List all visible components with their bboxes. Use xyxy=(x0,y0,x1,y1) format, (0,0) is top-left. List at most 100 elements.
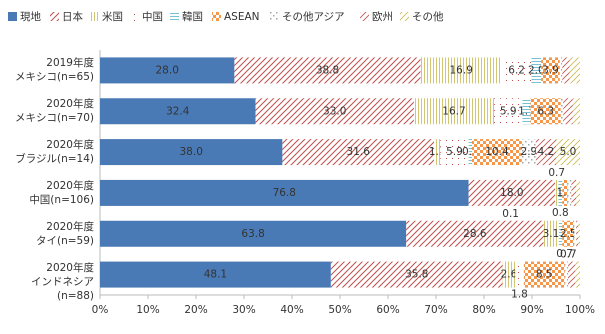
value-label: 33.0 xyxy=(323,105,346,117)
value-label: 76.8 xyxy=(273,187,296,199)
value-label: 2.6 xyxy=(501,269,518,281)
bar-segment xyxy=(530,98,561,125)
category-label: 2020年度 中国(n=106) xyxy=(29,179,94,206)
bar-segment xyxy=(330,261,503,288)
bar-segment xyxy=(569,57,580,84)
bar-segment xyxy=(576,220,579,247)
value-label: 16.7 xyxy=(442,105,465,117)
legend-label: 現地 xyxy=(20,10,41,23)
bar-segment xyxy=(100,98,256,125)
bar-segment xyxy=(562,220,575,247)
bar-segment xyxy=(574,220,577,247)
legend-swatch xyxy=(90,12,99,21)
bar-segment xyxy=(100,261,331,288)
bar-segment xyxy=(535,139,556,166)
category-label: 2020年度 ブラジル(n=14) xyxy=(15,139,94,166)
value-label: 18.0 xyxy=(500,187,523,199)
x-tick-label: 70% xyxy=(424,304,447,316)
bar-segment xyxy=(555,179,559,206)
bar-segment xyxy=(440,139,469,166)
value-label: 2.9 xyxy=(521,146,538,158)
x-tick-label: 50% xyxy=(328,304,351,316)
value-label: 16.9 xyxy=(450,64,473,76)
bar-segment xyxy=(562,57,570,84)
value-label: 0.7 xyxy=(556,248,573,260)
bar-segment xyxy=(563,98,573,125)
bar-segment xyxy=(521,139,536,166)
bar-segment xyxy=(515,261,524,288)
value-label: 3.9 xyxy=(542,64,559,76)
bar-segment xyxy=(494,98,523,125)
value-label: 5.0 xyxy=(560,146,577,158)
legend-swatch xyxy=(130,12,139,21)
value-label: 38.0 xyxy=(180,146,203,158)
category-label: 2020年度 メキシコ(n=70) xyxy=(14,98,94,125)
bar-segment xyxy=(255,98,414,125)
bar-segment xyxy=(567,179,572,206)
x-tick-label: 20% xyxy=(184,304,207,316)
value-label: 10.4 xyxy=(485,146,509,158)
legend-label: 韓国 xyxy=(182,11,203,23)
x-tick-label: 90% xyxy=(520,304,543,316)
legend-swatch xyxy=(270,12,279,21)
value-label: 0.1 xyxy=(502,208,519,220)
value-label: 6.2 xyxy=(508,64,525,76)
value-label: 32.4 xyxy=(166,105,190,117)
category-label: 2020年度 インドネシア(n=88) xyxy=(31,261,94,302)
bar-segment xyxy=(522,98,531,125)
bar-segment xyxy=(559,57,563,84)
value-label: 2.5 xyxy=(560,228,577,240)
bar-segment xyxy=(558,220,563,247)
bar-segment xyxy=(100,220,407,247)
category-label: 2019年度 メキシコ(n=65) xyxy=(14,57,94,84)
legend-swatch xyxy=(50,12,59,21)
value-label: 4.2 xyxy=(538,146,555,158)
bar-segment xyxy=(413,98,495,125)
value-label: 1.8 xyxy=(511,289,528,301)
bar-segment xyxy=(468,179,556,206)
value-label: 0.8 xyxy=(552,207,569,219)
x-tick-label: 10% xyxy=(136,304,159,316)
bar-segment xyxy=(571,179,577,206)
legend-label: 日本 xyxy=(62,10,83,23)
value-label: 2.0 xyxy=(528,64,545,76)
value-label: 0.7 xyxy=(560,249,577,261)
x-tick-label: 30% xyxy=(232,304,255,316)
value-label: 28.0 xyxy=(156,64,179,76)
value-label: 38.8 xyxy=(316,64,339,76)
value-label: 31.6 xyxy=(347,146,371,158)
value-label: 5.9 xyxy=(500,105,517,117)
bar-segment xyxy=(472,139,522,166)
category-label: 2020年度 タイ(n=59) xyxy=(35,220,94,247)
bar-segment xyxy=(234,57,421,84)
legend-swatch xyxy=(212,12,221,21)
value-label: 63.8 xyxy=(241,228,264,240)
bar-segment xyxy=(572,98,580,125)
legend-label: その他 xyxy=(412,10,444,23)
legend-swatch xyxy=(360,12,369,21)
legend-label: ASEAN xyxy=(224,11,260,23)
x-tick-label: 40% xyxy=(280,304,303,316)
value-label: 5.9 xyxy=(446,146,463,158)
bar-segment xyxy=(560,98,564,125)
bar-segment xyxy=(501,57,532,84)
legend-label: その他アジア xyxy=(282,10,345,23)
legend-swatch xyxy=(8,12,17,21)
bar-segment xyxy=(282,139,435,166)
x-tick-label: 100% xyxy=(565,304,595,316)
bar-segment xyxy=(531,57,542,84)
legend-swatch xyxy=(400,12,409,21)
bar-segment xyxy=(578,220,580,247)
bar-segment xyxy=(406,220,544,247)
value-label: 0.7 xyxy=(548,167,565,179)
bar-segment xyxy=(541,57,560,84)
bar-segment xyxy=(100,57,235,84)
legend-label: 米国 xyxy=(102,10,123,23)
bar-segment xyxy=(562,179,568,206)
bar-segment xyxy=(420,57,502,84)
bar-segment xyxy=(564,261,568,288)
bar-segment xyxy=(568,261,576,288)
bar-segment xyxy=(523,261,565,288)
